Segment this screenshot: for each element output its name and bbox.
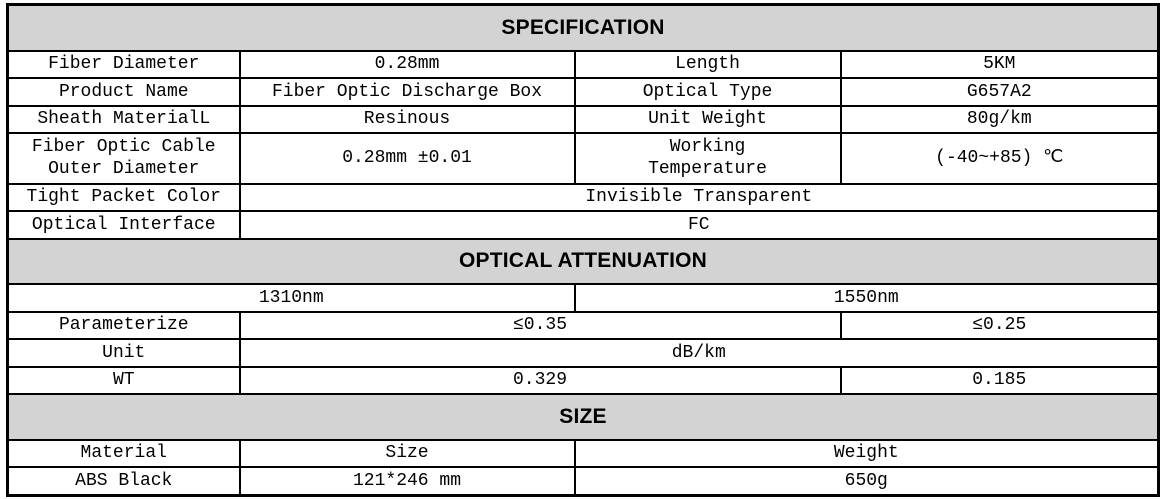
label-unit: Unit (6, 338, 241, 368)
value-cable-outer-diameter: 0.28mm ±0.01 (238, 132, 576, 185)
value-fiber-diameter: 0.28mm (238, 49, 576, 80)
label-length: Length (573, 49, 842, 80)
label-cable-outer-diameter: Fiber Optic Cable Outer Diameter (6, 132, 241, 185)
value-length: 5KM (839, 49, 1160, 80)
section-header-optical-attenuation: OPTICAL ATTENUATION (6, 237, 1160, 286)
table-row: Fiber Diameter 0.28mm Length 5KM (6, 49, 1160, 80)
label-sheath-material: Sheath MaterialL (6, 104, 241, 135)
label-optical-interface: Optical Interface (6, 210, 241, 240)
value-product-name: Fiber Optic Discharge Box (238, 77, 576, 107)
table-row: Fiber Optic Cable Outer Diameter 0.28mm … (6, 132, 1160, 185)
table-row: ABS Black 121*246 mm 650g (6, 466, 1160, 497)
label-product-name: Product Name (6, 77, 241, 107)
label-unit-weight: Unit Weight (573, 104, 842, 135)
value-attenuation-1550: ≤0.25 (839, 310, 1160, 341)
table-row: Sheath MaterialL Resinous Unit Weight 80… (6, 104, 1160, 135)
table-row: Parameterize ≤0.35 ≤0.25 (6, 310, 1160, 341)
table-row: WT 0.329 0.185 (6, 365, 1160, 396)
header-material: Material (6, 438, 241, 469)
value-sheath-material: Resinous (238, 104, 576, 135)
header-1550nm: 1550nm (573, 283, 1160, 313)
value-size: 121*246 mm (238, 466, 576, 497)
value-wt-1550: 0.185 (839, 365, 1160, 396)
section-header-row: SIZE (6, 393, 1160, 441)
section-header-row: SPECIFICATION (6, 3, 1160, 52)
header-size: Size (238, 438, 576, 469)
label-tight-packet-color: Tight Packet Color (6, 182, 241, 213)
spec-sheet: SPECIFICATION Fiber Diameter 0.28mm Leng… (6, 3, 1161, 497)
header-weight: Weight (573, 438, 1160, 469)
label-parameterize: Parameterize (6, 310, 241, 341)
value-tight-packet-color: Invisible Transparent (238, 182, 1160, 213)
value-optical-interface: FC (238, 210, 1160, 240)
table-row: 1310nm 1550nm (6, 283, 1160, 313)
value-unit-weight: 80g/km (839, 104, 1160, 135)
table-row: Material Size Weight (6, 438, 1160, 469)
section-header-row: OPTICAL ATTENUATION (6, 237, 1160, 286)
label-optical-type: Optical Type (573, 77, 842, 107)
header-1310nm: 1310nm (6, 283, 576, 313)
table-row: Optical Interface FC (6, 210, 1160, 240)
label-fiber-diameter: Fiber Diameter (6, 49, 241, 80)
section-header-size: SIZE (6, 393, 1160, 441)
section-header-specification: SPECIFICATION (6, 3, 1160, 52)
table-row: Product Name Fiber Optic Discharge Box O… (6, 77, 1160, 107)
label-working-temperature: Working Temperature (573, 132, 842, 185)
value-material: ABS Black (6, 466, 241, 497)
value-unit: dB/km (238, 338, 1160, 368)
value-working-temperature: (-40~+85) ℃ (839, 132, 1160, 185)
value-attenuation-1310: ≤0.35 (238, 310, 842, 341)
table-row: Unit dB/km (6, 338, 1160, 368)
value-optical-type: G657A2 (839, 77, 1160, 107)
label-wt: WT (6, 365, 241, 396)
value-weight: 650g (573, 466, 1160, 497)
table-row: Tight Packet Color Invisible Transparent (6, 182, 1160, 213)
value-wt-1310: 0.329 (238, 365, 842, 396)
spec-sheet-table: SPECIFICATION Fiber Diameter 0.28mm Leng… (6, 3, 1161, 497)
